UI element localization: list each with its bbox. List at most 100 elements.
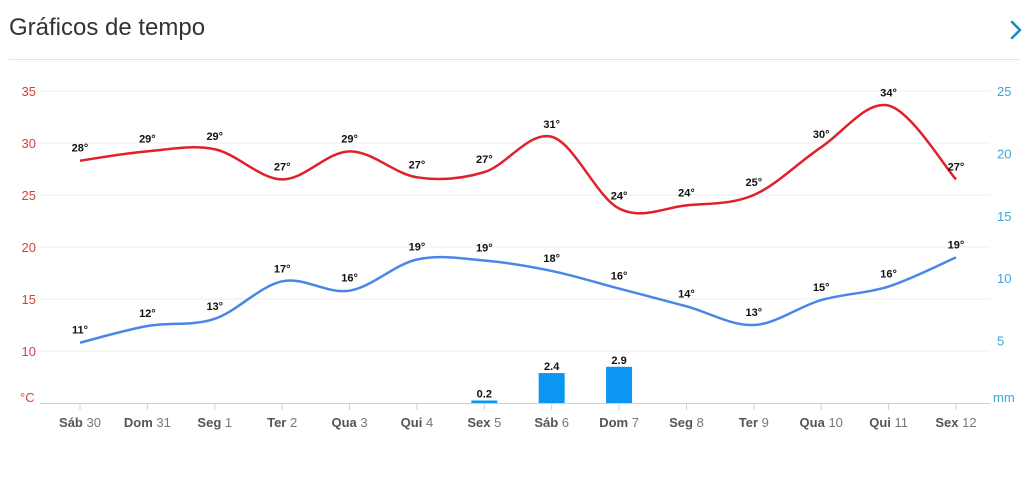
x-day-label: Dom — [124, 415, 153, 430]
left-tick-label: 35 — [22, 84, 36, 99]
x-tick-label: Seg 8 — [669, 415, 704, 430]
x-tick-label: Qua 3 — [331, 415, 367, 430]
x-day-label: Qui — [869, 415, 891, 430]
right-tick-label: 20 — [997, 146, 1011, 161]
min-temp-label: 14° — [678, 288, 695, 300]
precip-label: 2.9 — [611, 355, 626, 367]
x-date-label: 9 — [758, 415, 769, 430]
grid-lines — [40, 90, 990, 404]
right-tick-label: 25 — [997, 84, 1011, 99]
max-temp-label: 27° — [409, 159, 426, 171]
right-tick-label: 15 — [997, 209, 1011, 224]
page-title: Gráficos de tempo — [9, 14, 206, 41]
x-date-label: 1 — [221, 415, 232, 430]
precip-bar — [471, 400, 498, 403]
x-day-label: Sáb — [59, 415, 83, 430]
x-tick-label: Sex 12 — [935, 415, 976, 430]
min-temp-label: 13° — [746, 307, 763, 319]
x-day-label: Qua — [800, 415, 826, 430]
min-temp-line — [79, 255, 957, 344]
x-date-label: 7 — [628, 415, 639, 430]
max-temp-label: 27° — [274, 161, 291, 173]
precip-label: 0.2 — [477, 389, 492, 401]
x-date-label: 30 — [83, 415, 101, 430]
x-date-label: 10 — [825, 415, 843, 430]
header-divider — [9, 59, 1019, 60]
max-temp-label: 27° — [476, 154, 493, 166]
x-tick-label: Seg 1 — [197, 415, 232, 430]
chevron-right-icon[interactable] — [1003, 17, 1029, 43]
x-tick-label: Sex 5 — [467, 415, 501, 430]
x-day-label: Sex — [467, 415, 491, 430]
min-temp-label: 18° — [543, 253, 560, 265]
max-temp-label: 31° — [543, 119, 560, 131]
left-axis: 10 15 20 25 30 35 °C — [20, 84, 36, 405]
max-temp-label: 25° — [746, 177, 763, 189]
left-unit-label: °C — [20, 390, 35, 405]
x-date-label: 8 — [693, 415, 704, 430]
x-day-label: Sex — [935, 415, 959, 430]
x-day-label: Dom — [599, 415, 628, 430]
temperature-lines — [79, 103, 957, 344]
max-temp-label: 29° — [206, 131, 223, 143]
x-tick-label: Ter 2 — [267, 415, 297, 430]
x-date-label: 6 — [558, 415, 569, 430]
x-tick-label: Dom 7 — [599, 415, 639, 430]
precip-label: 2.4 — [544, 361, 560, 373]
precip-bar — [538, 373, 565, 403]
max-temp-label: 29° — [341, 133, 358, 145]
min-temp-label: 11° — [72, 325, 88, 337]
min-temp-label: 19° — [476, 243, 493, 255]
max-temp-label: 34° — [880, 88, 897, 100]
x-day-label: Qua — [331, 415, 357, 430]
max-temp-label: 24° — [678, 187, 695, 199]
x-tick-label: Qui 4 — [401, 415, 434, 430]
x-day-label: Seg — [197, 415, 221, 430]
max-temp-label: 29° — [139, 133, 156, 145]
precip-bars — [471, 366, 633, 403]
min-temp-label: 15° — [813, 282, 830, 294]
min-temp-label: 16° — [341, 273, 358, 285]
max-temp-label: 27° — [948, 161, 965, 173]
left-tick-label: 30 — [22, 136, 36, 151]
max-temp-line — [79, 103, 957, 215]
x-tick-label: Dom 31 — [124, 415, 171, 430]
x-date-label: 5 — [490, 415, 501, 430]
x-tick-label: Sáb 6 — [534, 415, 569, 430]
right-unit-label: mm — [993, 390, 1015, 405]
x-tick-label: Sáb 30 — [59, 415, 101, 430]
left-tick-label: 10 — [22, 344, 36, 359]
min-temp-label: 12° — [139, 308, 156, 320]
max-temp-label: 24° — [611, 191, 628, 203]
x-date-label: 31 — [153, 415, 171, 430]
x-day-label: Seg — [669, 415, 693, 430]
x-date-label: 3 — [357, 415, 368, 430]
min-temp-label: 16° — [611, 271, 628, 283]
right-tick-label: 10 — [997, 271, 1011, 286]
x-tick-label: Ter 9 — [739, 415, 769, 430]
x-date-label: 12 — [959, 415, 977, 430]
min-temp-label: 17° — [274, 263, 291, 275]
x-axis: Sáb 30 Dom 31 Seg 1 Ter 2 Qua 3 Qui 4 Sex 5 Sáb… — [59, 403, 977, 430]
max-temp-label: 28° — [72, 143, 89, 155]
left-tick-label: 25 — [22, 188, 36, 203]
x-day-label: Ter — [739, 415, 758, 430]
right-tick-label: 5 — [997, 334, 1004, 349]
right-axis: 5 10 15 20 25 mm — [993, 84, 1015, 405]
min-temp-label: 16° — [880, 269, 897, 281]
x-tick-label: Qua 10 — [800, 415, 843, 430]
x-date-label: 4 — [422, 415, 433, 430]
min-temp-label: 19° — [409, 241, 426, 253]
x-day-label: Qui — [401, 415, 423, 430]
left-tick-label: 15 — [22, 292, 36, 307]
max-temp-label: 30° — [813, 129, 830, 141]
min-temp-label: 19° — [948, 239, 965, 251]
min-temp-label: 13° — [206, 301, 223, 313]
x-day-label: Sáb — [534, 415, 558, 430]
chart-header: Gráficos de tempo — [0, 0, 1034, 60]
x-date-label: 2 — [286, 415, 297, 430]
left-tick-label: 20 — [22, 240, 36, 255]
precip-bar — [606, 366, 633, 403]
x-date-label: 11 — [891, 415, 908, 430]
